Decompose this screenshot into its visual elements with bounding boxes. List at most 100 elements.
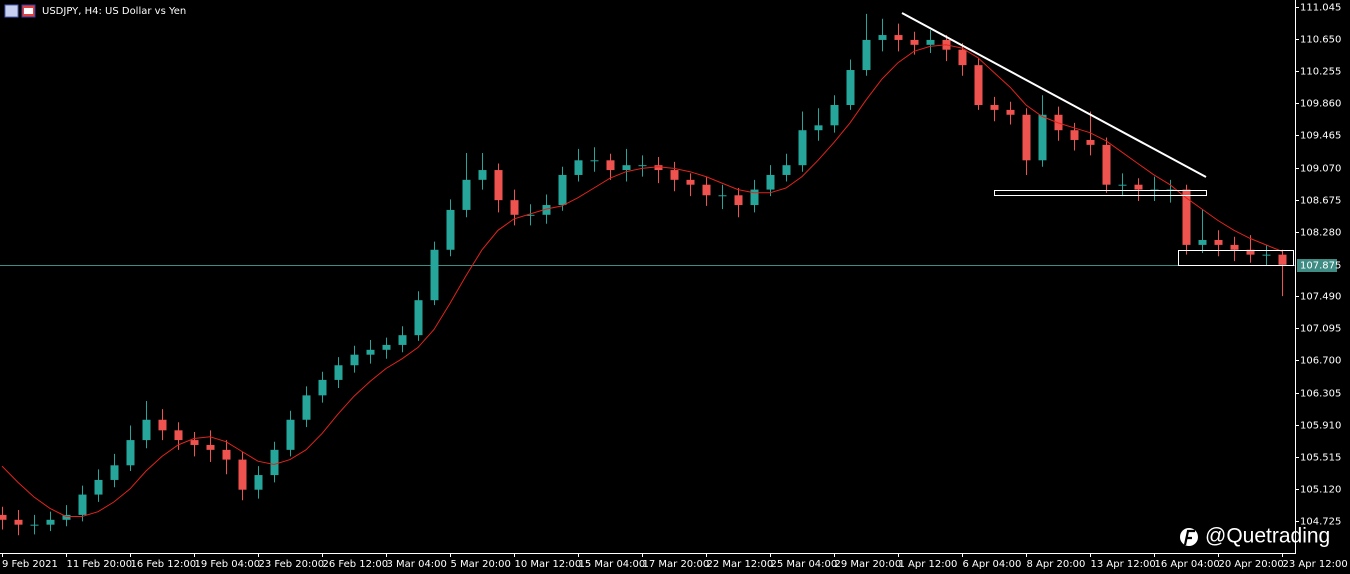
price-label-box bbox=[1297, 259, 1337, 272]
y-tick-label: 107.095 bbox=[1300, 324, 1341, 335]
candle-body bbox=[782, 165, 791, 175]
candle-body bbox=[0, 514, 7, 520]
x-tick-label: 5 Mar 20:00 bbox=[451, 559, 511, 570]
x-tick-label: 17 Mar 20:00 bbox=[643, 559, 710, 570]
candle-body bbox=[1198, 240, 1207, 245]
x-tick-label: 6 Apr 04:00 bbox=[963, 559, 1022, 570]
x-tick-label: 23 Apr 12:00 bbox=[1283, 559, 1348, 570]
candle-body bbox=[190, 440, 199, 445]
candle-body bbox=[1006, 109, 1015, 115]
candle-body bbox=[1214, 240, 1223, 245]
candle-body bbox=[846, 70, 855, 105]
y-tick-label: 110.650 bbox=[1300, 35, 1341, 46]
candle-body bbox=[1278, 254, 1287, 265]
candle-body bbox=[1086, 139, 1095, 145]
candle-body bbox=[1070, 130, 1079, 140]
candle-body bbox=[350, 354, 359, 366]
candle-body bbox=[878, 35, 887, 40]
x-tick-label: 20 Apr 20:00 bbox=[1219, 559, 1284, 570]
candle-body bbox=[158, 419, 167, 431]
chart-title: USDJPY, H4: US Dollar vs Yen bbox=[42, 6, 186, 17]
y-tick-label: 110.255 bbox=[1300, 67, 1341, 78]
candle-body bbox=[494, 170, 503, 201]
watermark: @Quetrading bbox=[1180, 525, 1330, 548]
candle-body bbox=[414, 300, 423, 336]
candle-body bbox=[110, 465, 119, 480]
candle-body bbox=[622, 165, 631, 171]
x-tick-label: 23 Feb 20:00 bbox=[259, 559, 325, 570]
candle-body bbox=[1102, 144, 1111, 185]
candle-body bbox=[1246, 249, 1255, 255]
candle-body bbox=[750, 189, 759, 206]
y-tick-label: 109.070 bbox=[1300, 164, 1341, 175]
candle-body bbox=[462, 179, 471, 210]
candle-body bbox=[798, 130, 807, 166]
x-tick-label: 26 Feb 12:00 bbox=[323, 559, 389, 570]
candle-body bbox=[606, 160, 615, 171]
candle-body bbox=[862, 39, 871, 71]
candle-body bbox=[542, 205, 551, 215]
y-tick-label: 105.515 bbox=[1300, 453, 1341, 464]
x-tick-label: 16 Apr 04:00 bbox=[1155, 559, 1220, 570]
candle-body bbox=[382, 344, 391, 350]
x-tick-label: 3 Mar 04:00 bbox=[387, 559, 447, 570]
candle-body bbox=[302, 395, 311, 420]
candle-body bbox=[702, 184, 711, 196]
candle-body bbox=[526, 214, 535, 216]
candle-body bbox=[638, 165, 647, 167]
candle-body bbox=[814, 125, 823, 131]
candle-body bbox=[318, 379, 327, 396]
x-tick-label: 9 Feb 2021 bbox=[2, 559, 58, 570]
candle-body bbox=[590, 160, 599, 162]
candle-body bbox=[174, 430, 183, 441]
x-tick-label: 25 Mar 04:00 bbox=[771, 559, 838, 570]
trend-line bbox=[901, 12, 1207, 178]
x-tick-label: 11 Feb 20:00 bbox=[67, 559, 133, 570]
x-tick-label: 13 Apr 12:00 bbox=[1091, 559, 1156, 570]
y-tick-label: 106.305 bbox=[1300, 389, 1341, 400]
candle-body bbox=[558, 174, 567, 206]
candle-body bbox=[574, 160, 583, 175]
candle-body bbox=[1262, 254, 1271, 256]
y-tick-label: 108.280 bbox=[1300, 228, 1341, 239]
candle-body bbox=[830, 104, 839, 126]
candle-body bbox=[670, 170, 679, 180]
candle-body bbox=[510, 200, 519, 215]
support-zone bbox=[1178, 250, 1294, 266]
candle-body bbox=[14, 519, 23, 525]
x-tick-label: 22 Mar 12:00 bbox=[707, 559, 774, 570]
candle-body bbox=[126, 440, 135, 466]
candle-body bbox=[974, 65, 983, 105]
candle-body bbox=[478, 170, 487, 180]
x-tick-label: 16 Feb 12:00 bbox=[131, 559, 197, 570]
candle-body bbox=[446, 209, 455, 250]
candle-body bbox=[1022, 114, 1031, 161]
candle-body bbox=[46, 519, 55, 525]
candle-body bbox=[1134, 184, 1143, 190]
candle-body bbox=[1118, 184, 1127, 186]
candle-body bbox=[718, 195, 727, 197]
candle-body bbox=[766, 174, 775, 190]
candle-body bbox=[238, 459, 247, 490]
candle-body bbox=[270, 449, 279, 476]
x-tick-label: 8 Apr 20:00 bbox=[1027, 559, 1086, 570]
candle-body bbox=[686, 179, 695, 185]
y-tick-label: 109.860 bbox=[1300, 99, 1341, 110]
y-tick-label: 106.700 bbox=[1300, 356, 1341, 367]
y-tick-label: 111.045 bbox=[1300, 3, 1341, 14]
price-label: 107.875 bbox=[1300, 261, 1341, 272]
candle-body bbox=[958, 49, 967, 66]
candle-body bbox=[894, 35, 903, 40]
x-tick-label: 15 Mar 04:00 bbox=[579, 559, 646, 570]
x-tick-label: 10 Mar 12:00 bbox=[515, 559, 582, 570]
candle-body bbox=[222, 449, 231, 460]
candle-body bbox=[142, 419, 151, 441]
candle-body bbox=[1038, 114, 1047, 161]
y-tick-label: 107.490 bbox=[1300, 292, 1341, 303]
symbol-icon bbox=[4, 4, 36, 18]
candle-body bbox=[1054, 114, 1063, 131]
moving-average bbox=[1, 44, 1283, 517]
